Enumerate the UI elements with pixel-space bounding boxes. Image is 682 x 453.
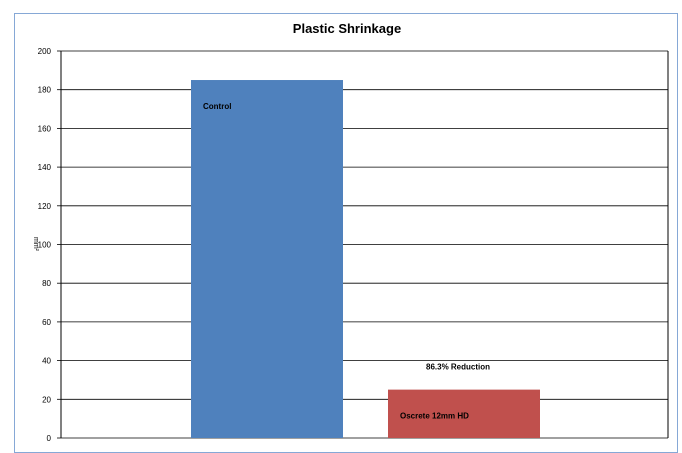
y-tick-label-200: 200 bbox=[38, 47, 52, 56]
y-axis-label: mm² bbox=[32, 237, 39, 252]
chart-frame bbox=[14, 13, 678, 453]
y-tick-label-80: 80 bbox=[42, 279, 51, 288]
bar-control bbox=[191, 80, 343, 439]
labels-layer: Control Oscrete 12mm HD 86.3% Reduction bbox=[203, 102, 490, 421]
y-tick-label-120: 120 bbox=[38, 202, 52, 211]
axis-layer: 0 20 40 60 80 100 120 140 160 180 200 bbox=[38, 47, 669, 441]
y-tick-label-180: 180 bbox=[38, 86, 52, 95]
y-tick-label-0: 0 bbox=[47, 434, 52, 441]
y-tick-label-60: 60 bbox=[42, 318, 51, 327]
chart-title: Plastic Shrinkage bbox=[293, 21, 401, 36]
y-tick-label-160: 160 bbox=[38, 124, 52, 133]
y-tick-label-40: 40 bbox=[42, 357, 51, 366]
grid-layer bbox=[61, 50, 668, 439]
annotation-0: 86.3% Reduction bbox=[426, 362, 490, 371]
bar-label-control: Control bbox=[203, 102, 231, 111]
y-tick-label-140: 140 bbox=[38, 163, 52, 172]
bar-label-oscrete-12mm-hd: Oscrete 12mm HD bbox=[400, 412, 469, 421]
bar-oscrete-12mm-hd bbox=[388, 389, 540, 438]
bars-layer bbox=[191, 80, 540, 439]
chart-svg: Plastic Shrinkage Control Oscrete 12mm HD… bbox=[32, 21, 669, 441]
y-tick-label-20: 20 bbox=[42, 395, 51, 404]
y-tick-label-100: 100 bbox=[38, 241, 52, 250]
